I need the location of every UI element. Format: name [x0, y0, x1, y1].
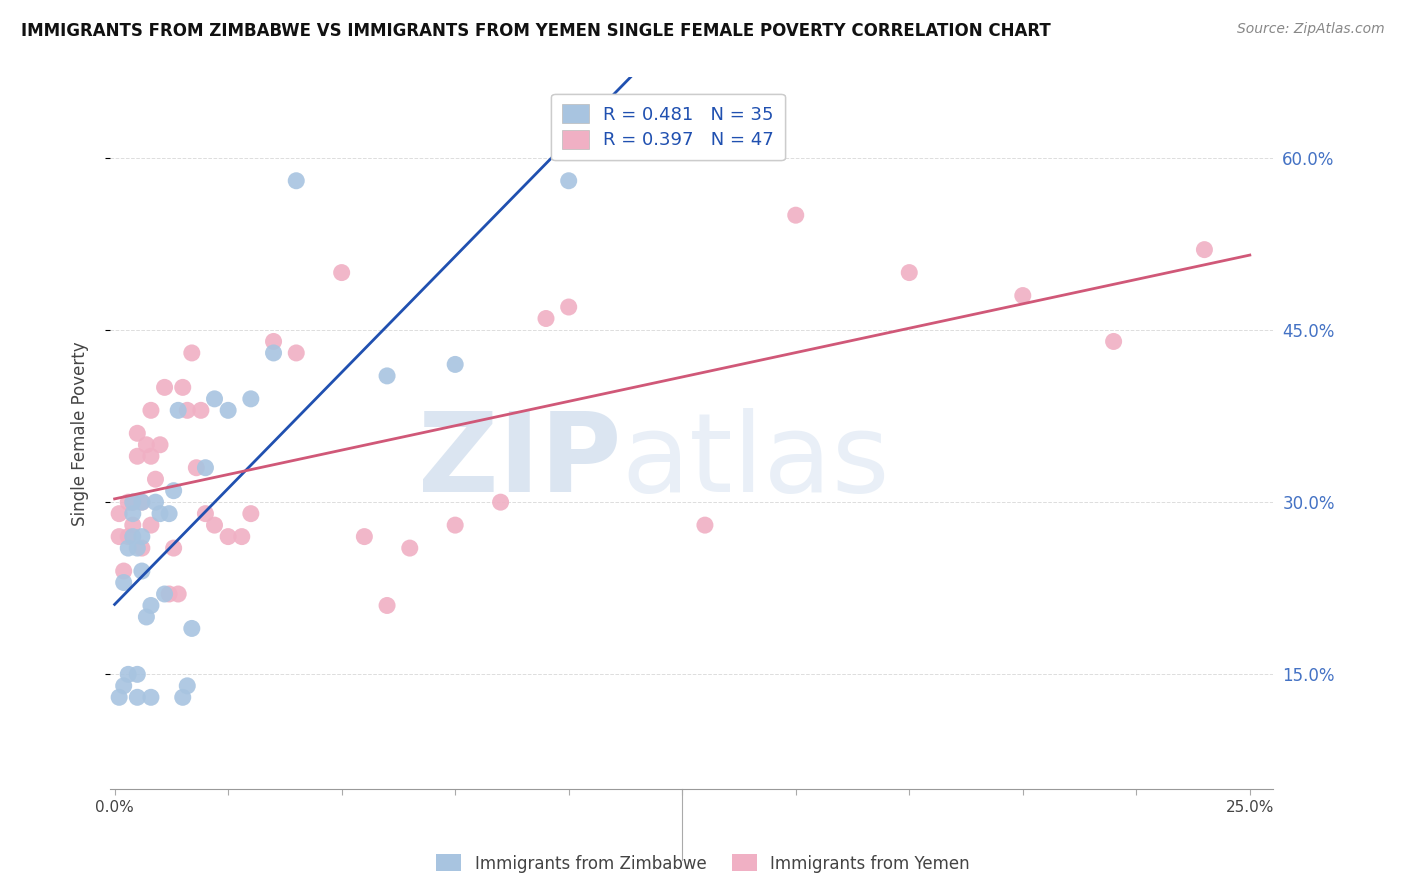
Point [231, 530, 253, 544]
Point [139, 599, 162, 613]
Point [557, 300, 579, 314]
Point [153, 587, 176, 601]
Point [167, 403, 190, 417]
Point [145, 472, 167, 486]
Point [131, 530, 153, 544]
Point [263, 334, 285, 349]
Point [127, 541, 149, 555]
Point [186, 460, 208, 475]
Point [263, 346, 285, 360]
Point [239, 507, 262, 521]
Text: atlas: atlas [621, 409, 890, 516]
Y-axis label: Single Female Poverty: Single Female Poverty [72, 341, 89, 525]
Point [353, 530, 375, 544]
Point [190, 403, 212, 417]
Point [127, 667, 149, 681]
Point [180, 622, 202, 636]
Point [112, 679, 135, 693]
Point [127, 426, 149, 441]
Point [121, 507, 143, 521]
Point [127, 449, 149, 463]
Point [157, 587, 180, 601]
Point [121, 530, 143, 544]
Point [444, 358, 467, 372]
Point [108, 690, 131, 705]
Legend: Immigrants from Zimbabwe, Immigrants from Yemen: Immigrants from Zimbabwe, Immigrants fro… [430, 847, 976, 880]
Point [112, 575, 135, 590]
Point [163, 541, 186, 555]
Text: IMMIGRANTS FROM ZIMBABWE VS IMMIGRANTS FROM YEMEN SINGLE FEMALE POVERTY CORRELAT: IMMIGRANTS FROM ZIMBABWE VS IMMIGRANTS F… [21, 22, 1050, 40]
Point [285, 174, 308, 188]
Point [1194, 243, 1216, 257]
Point [127, 690, 149, 705]
Point [167, 587, 190, 601]
Text: ZIP: ZIP [418, 409, 621, 516]
Point [149, 438, 172, 452]
Point [176, 403, 198, 417]
Point [117, 541, 139, 555]
Point [145, 495, 167, 509]
Point [139, 449, 162, 463]
Point [121, 495, 143, 509]
Point [285, 346, 308, 360]
Point [239, 392, 262, 406]
Point [194, 507, 217, 521]
Point [121, 518, 143, 533]
Point [217, 530, 239, 544]
Legend: R = 0.481   N = 35, R = 0.397   N = 47: R = 0.481 N = 35, R = 0.397 N = 47 [551, 94, 785, 161]
Point [693, 518, 716, 533]
Point [204, 518, 226, 533]
Point [131, 564, 153, 578]
Point [117, 667, 139, 681]
Point [557, 174, 579, 188]
Point [172, 380, 194, 394]
Point [139, 690, 162, 705]
Point [375, 599, 398, 613]
Point [1102, 334, 1125, 349]
Point [163, 483, 186, 498]
Point [135, 610, 157, 624]
Point [149, 507, 172, 521]
Point [121, 495, 143, 509]
Point [217, 403, 239, 417]
Point [139, 518, 162, 533]
Point [785, 208, 807, 222]
Point [172, 690, 194, 705]
Point [131, 495, 153, 509]
Point [444, 518, 467, 533]
Point [153, 380, 176, 394]
Point [375, 368, 398, 383]
Point [534, 311, 557, 326]
Point [176, 679, 198, 693]
Point [139, 403, 162, 417]
Point [489, 495, 512, 509]
Point [108, 530, 131, 544]
Point [1011, 288, 1033, 302]
Point [398, 541, 420, 555]
Point [194, 460, 217, 475]
Point [112, 564, 135, 578]
Text: Source: ZipAtlas.com: Source: ZipAtlas.com [1237, 22, 1385, 37]
Point [108, 507, 131, 521]
Point [898, 266, 921, 280]
Point [135, 438, 157, 452]
Point [180, 346, 202, 360]
Point [330, 266, 353, 280]
Point [157, 507, 180, 521]
Point [131, 495, 153, 509]
Point [131, 541, 153, 555]
Point [117, 495, 139, 509]
Point [204, 392, 226, 406]
Point [117, 530, 139, 544]
